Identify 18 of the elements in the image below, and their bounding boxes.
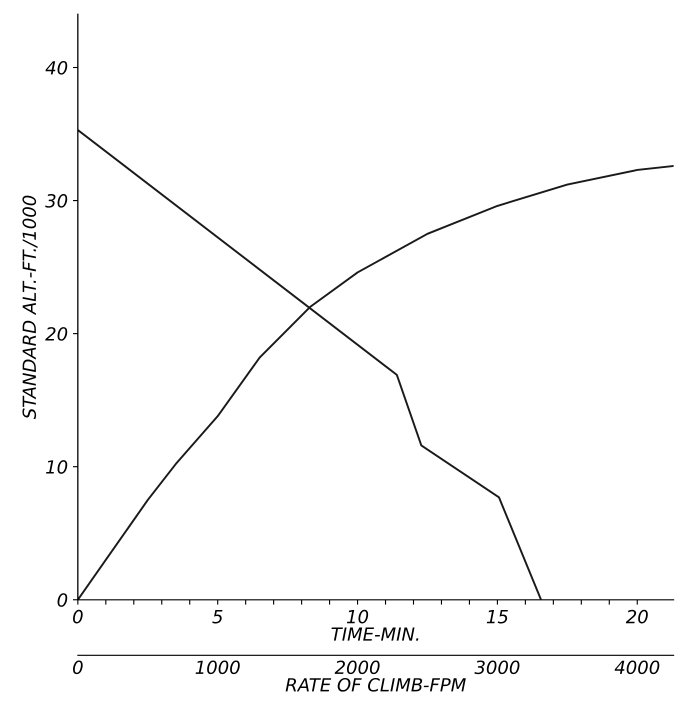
y-tick-label: 30 — [45, 194, 68, 208]
x2-axis-title: RATE OF CLIMB-FPM — [286, 678, 466, 692]
y-tick-label: 0 — [58, 593, 68, 607]
y-tick-label: 10 — [46, 460, 68, 474]
x-tick-label: 5 — [212, 610, 222, 624]
x-axis-title: TIME-MIN. — [332, 628, 418, 641]
x2-tick-label: 3000 — [474, 660, 520, 674]
x2-tick-label: 1000 — [196, 660, 240, 674]
x2-tick-label: 2000 — [334, 660, 380, 674]
y-axis-title: STANDARD ALT.-FT./1000 — [22, 196, 38, 420]
y-tick-label: 20 — [45, 327, 68, 341]
x-tick-label: 0 — [73, 610, 83, 624]
x-tick-label: 10 — [346, 610, 368, 624]
x2-tick-label: 4000 — [614, 660, 660, 674]
x-tick-label: 20 — [626, 610, 648, 624]
y-tick-label: 40 — [45, 60, 68, 75]
x-tick-label: 15 — [486, 610, 508, 624]
x2-tick-label: 0 — [73, 660, 83, 674]
